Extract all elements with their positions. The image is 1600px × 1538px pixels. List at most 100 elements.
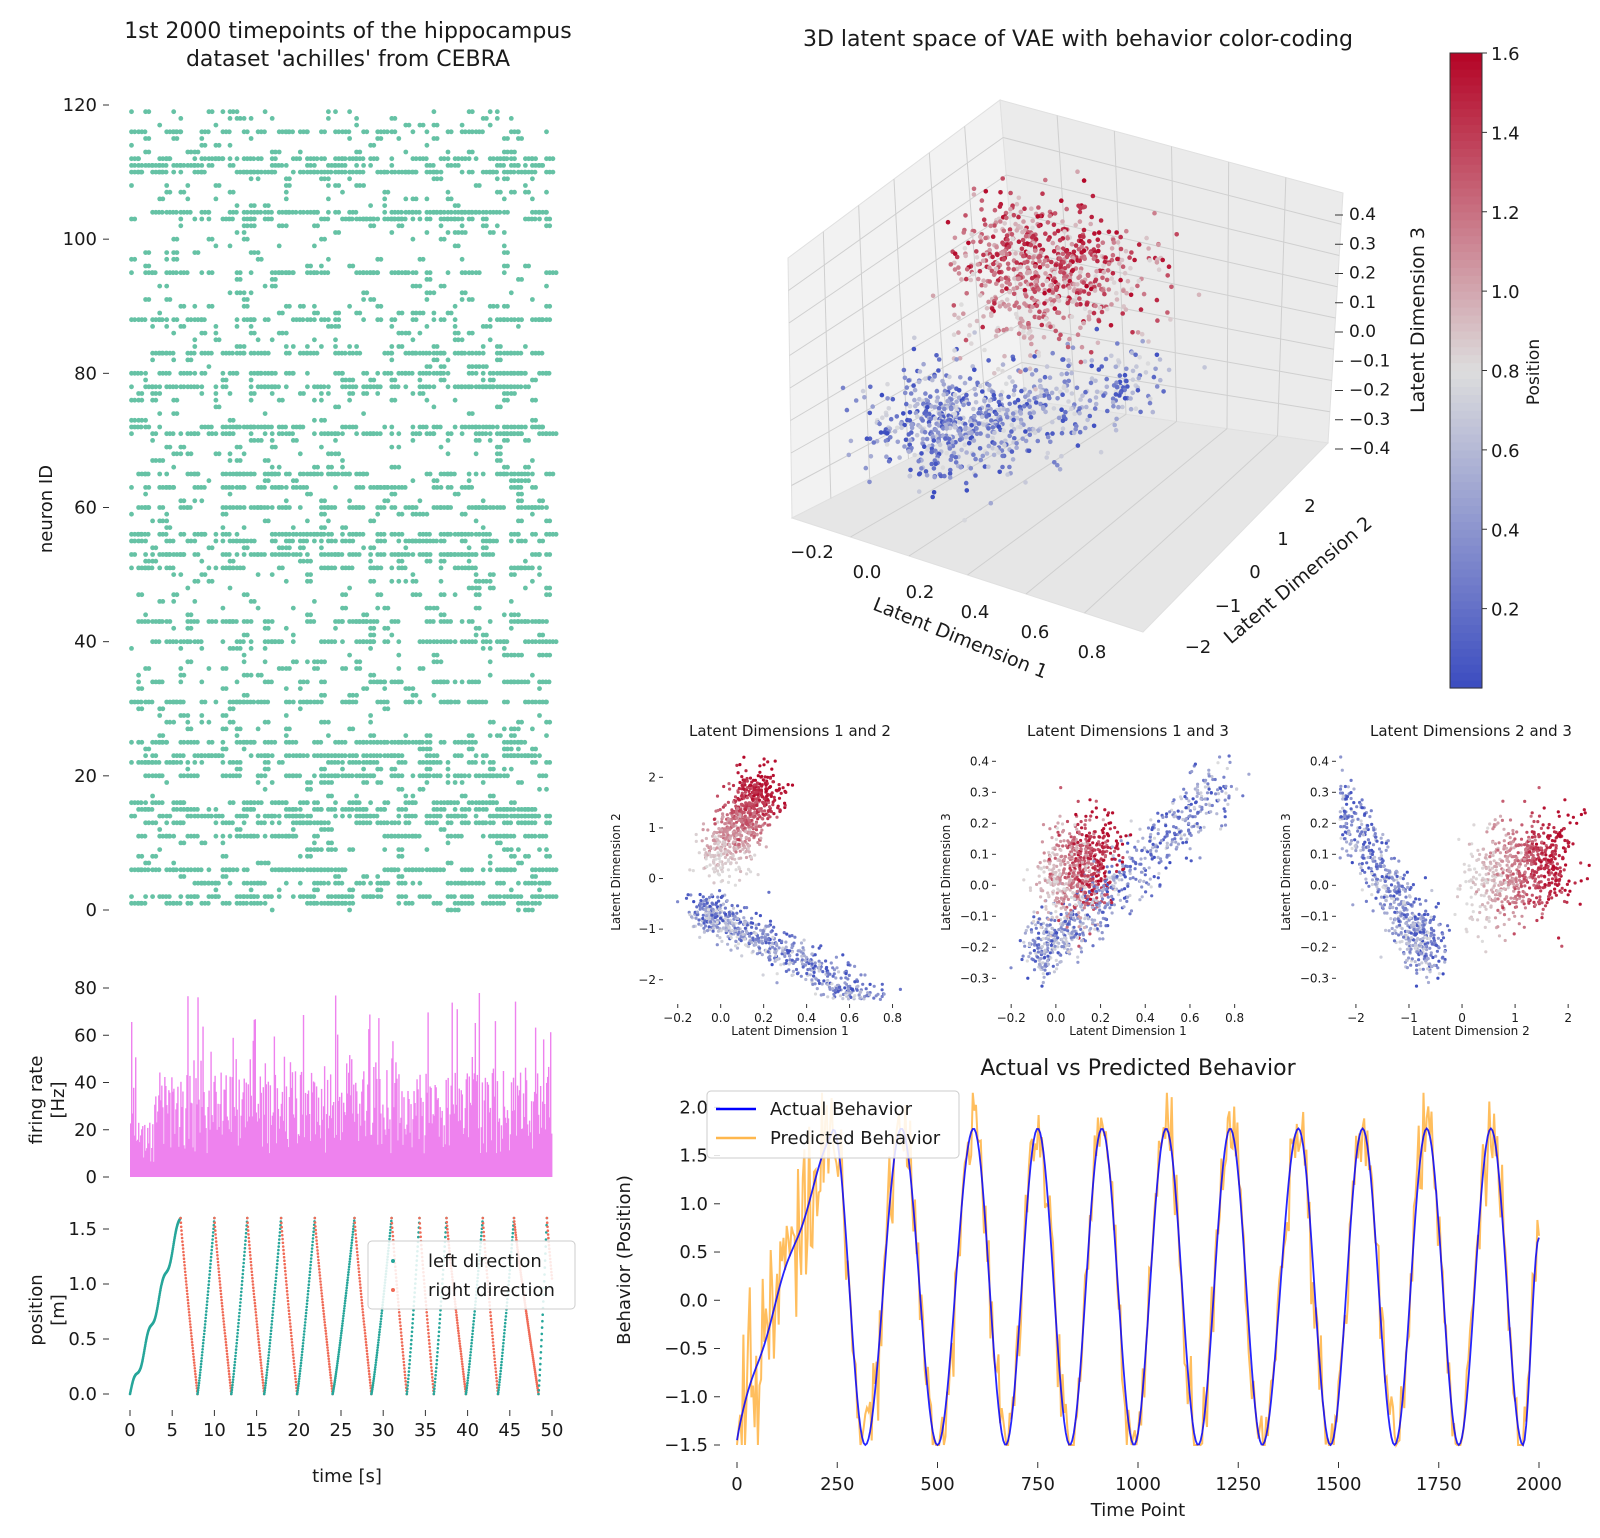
spike <box>385 880 391 886</box>
position-ytick-label: 1.0 <box>68 1274 97 1295</box>
spike <box>322 129 327 135</box>
spike <box>223 713 229 718</box>
spike <box>143 612 149 618</box>
spike <box>424 397 430 403</box>
spike <box>546 679 552 685</box>
spike <box>209 163 215 168</box>
spike <box>533 746 538 752</box>
spike <box>508 290 514 296</box>
spike <box>326 391 331 396</box>
spike <box>170 538 176 544</box>
spike <box>160 813 166 819</box>
spike <box>227 491 233 497</box>
spike <box>283 880 289 886</box>
spike <box>157 565 163 571</box>
spike <box>448 619 453 624</box>
spike <box>550 471 556 477</box>
spike <box>255 813 261 819</box>
spike <box>349 807 355 812</box>
spike <box>227 142 233 148</box>
spike <box>146 136 152 141</box>
spike <box>230 800 236 806</box>
spike <box>192 538 198 544</box>
spike <box>209 424 214 430</box>
spike <box>349 773 355 779</box>
position-plot: position [m] time [s] 0.00.51.01.50 5 10 15… <box>26 1216 576 1487</box>
spike <box>452 679 458 685</box>
spike <box>241 552 247 557</box>
spike <box>547 552 553 557</box>
spike <box>445 149 451 155</box>
spike <box>430 619 436 624</box>
spike <box>276 639 282 645</box>
spike <box>452 317 458 323</box>
spike <box>469 894 475 899</box>
spike <box>350 391 356 396</box>
spike <box>438 578 444 584</box>
spike <box>427 277 433 282</box>
spike <box>234 317 240 323</box>
spike <box>396 578 402 584</box>
spike <box>199 558 205 564</box>
spike <box>438 223 444 229</box>
spike <box>455 699 461 705</box>
spike <box>202 485 207 490</box>
spike <box>136 672 142 678</box>
spike <box>315 310 320 316</box>
raster-ytick-label: 0 <box>86 900 97 921</box>
spike <box>308 780 313 785</box>
spike <box>129 109 134 115</box>
spike <box>333 813 338 819</box>
spike <box>340 813 345 819</box>
spike <box>195 149 201 155</box>
spike <box>424 324 430 329</box>
raster-title-line-2: dataset 'achilles' from CEBRA <box>186 47 510 72</box>
spike <box>258 900 264 906</box>
spike <box>469 880 475 886</box>
spike <box>213 431 219 437</box>
spike <box>434 357 440 363</box>
spike <box>523 619 528 624</box>
spike <box>188 659 194 665</box>
spike <box>342 163 348 168</box>
spike <box>511 807 517 812</box>
spike <box>198 867 204 873</box>
spike <box>504 813 510 819</box>
spike <box>191 350 197 356</box>
position-point <box>191 1343 194 1347</box>
spike <box>156 867 162 873</box>
spike <box>319 531 324 537</box>
position-point <box>190 1335 193 1338</box>
spike <box>312 317 317 323</box>
spike <box>290 833 296 839</box>
spike <box>308 847 313 852</box>
spike <box>300 317 306 323</box>
spike <box>491 230 496 235</box>
spike <box>185 505 191 510</box>
spike <box>452 324 458 329</box>
spike <box>181 867 187 873</box>
spike <box>357 880 363 886</box>
spike <box>230 431 236 437</box>
spike <box>230 216 235 222</box>
spike <box>230 485 235 490</box>
spike <box>192 370 198 376</box>
spike <box>322 766 327 772</box>
spike <box>480 780 486 785</box>
spike <box>342 739 348 745</box>
spike <box>178 116 184 121</box>
spike <box>283 196 289 202</box>
spike <box>473 370 479 376</box>
position-point <box>200 1359 203 1363</box>
spike <box>181 840 187 846</box>
spike <box>244 632 250 638</box>
spike <box>269 424 274 430</box>
spike <box>129 646 134 651</box>
spike <box>269 894 274 899</box>
position-point <box>187 1304 190 1308</box>
position-xtick-label: 30 <box>372 1420 395 1441</box>
spike <box>347 498 352 504</box>
spike <box>287 176 292 182</box>
spike <box>297 424 303 430</box>
spike <box>280 397 285 403</box>
